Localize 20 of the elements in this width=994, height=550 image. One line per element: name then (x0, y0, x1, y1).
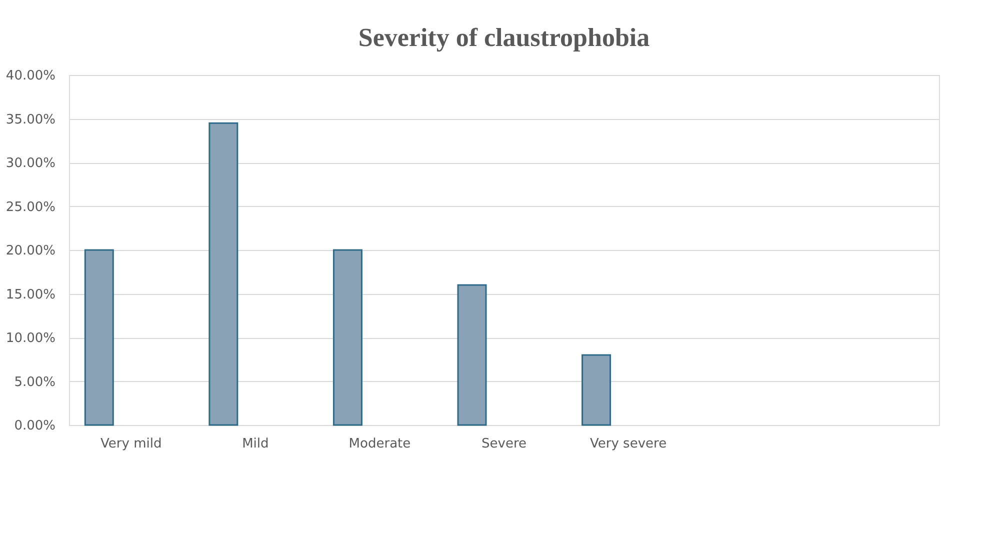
x-tick-label: Mild (242, 436, 269, 452)
bar (582, 354, 612, 426)
y-tick-label: 20.00% (6, 244, 56, 258)
y-tick-label: 40.00% (6, 68, 56, 84)
bar (208, 122, 238, 426)
y-tick-label: 0.00% (14, 418, 56, 434)
chart-title: Severity of claustrophobia (358, 23, 650, 52)
x-tick-label: Very mild (100, 436, 162, 452)
bar (84, 249, 114, 426)
y-tick-label: 30.00% (6, 156, 56, 171)
x-tick-label: Moderate (348, 436, 411, 452)
y-tick-label: 10.00% (6, 331, 56, 346)
bar (332, 249, 362, 426)
x-tick-label: Severe (482, 436, 526, 452)
y-tick-label: 5.00% (14, 374, 56, 390)
y-tick-label: 35.00% (6, 112, 56, 128)
bar (457, 284, 487, 426)
x-tick-label: Very severe (590, 436, 667, 452)
y-tick-label: 15.00% (6, 287, 56, 302)
y-tick-label: 25.00% (6, 200, 56, 215)
